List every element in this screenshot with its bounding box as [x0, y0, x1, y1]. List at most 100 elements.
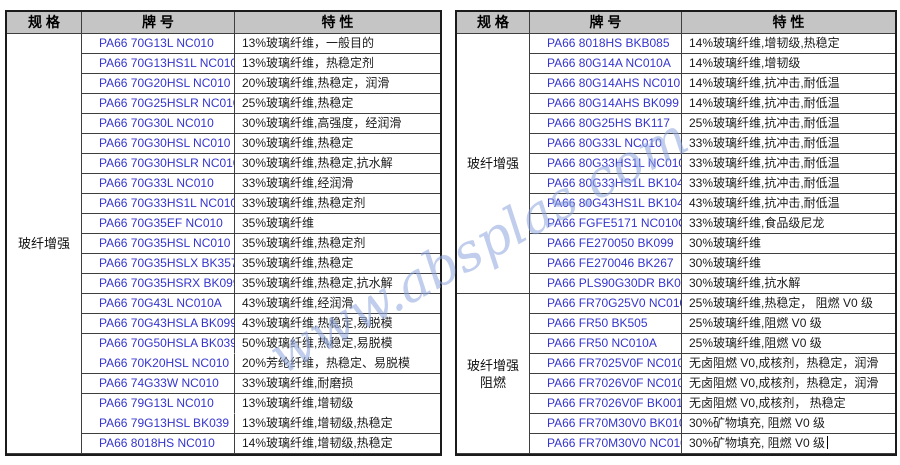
table-row: PA66 FE270050 BK099 30%玻璃纤维 [457, 234, 895, 254]
feature-text: 30%玻璃纤维,热稳定,抗水解 [235, 154, 440, 174]
feature-text: 25%玻璃纤维,热稳定 [235, 94, 440, 114]
table-row: PA66 80G43HS1L BK104 43%玻璃纤维,抗冲击,耐低温 [457, 194, 895, 214]
table-row: PA66 80G33HS1L NC010 33%玻璃纤维,抗冲击,耐低温 [457, 154, 895, 174]
table-row: PA66 FR7026V0F BK001 无卤阻燃 V0,成核剂， 热稳定 [457, 394, 895, 414]
grade-link[interactable]: PA66 FR70G25V0 NC010 [530, 294, 682, 314]
grade-link[interactable]: PA66 70G35HSLX BK357 [82, 254, 235, 274]
grade-link[interactable]: PA66 FR70M30V0 NC010 [530, 434, 682, 454]
grade-link[interactable]: PA66 70G35HSRX BK099 [82, 274, 235, 294]
grade-link[interactable]: PA66 80G14AHS NC010 [530, 74, 682, 94]
grade-link[interactable]: PA66 80G43HS1L BK104 [530, 194, 682, 214]
feature-text: 25%玻璃纤维,热稳定， 阻燃 V0 级 [682, 294, 895, 314]
grade-link[interactable]: PA66 FR7026V0F NC010 [530, 374, 682, 394]
grade-link[interactable]: PA66 79G13L NC010 [82, 394, 235, 414]
feature-text: 43%玻璃纤维,经润滑 [235, 294, 440, 314]
grade-link[interactable]: PA66 FR50 NC010A [530, 334, 682, 354]
grade-link[interactable]: PA66 80G33HS1L BK104 [530, 174, 682, 194]
grade-link[interactable]: PA66 70G33HS1L NC010 [82, 194, 235, 214]
feature-text: 无卤阻燃 V0,成核剂，热稳定，润滑 [682, 354, 895, 374]
grade-link[interactable]: PA66 70G35EF NC010 [82, 214, 235, 234]
feature-text: 无卤阻燃 V0,成核剂，热稳定，润滑 [682, 374, 895, 394]
table-row: PA66 70G43L NC010A 43%玻璃纤维,经润滑 [7, 294, 440, 314]
table-row: PA66 70G25HSLR NC010 25%玻璃纤维,热稳定 [7, 94, 440, 114]
grade-link[interactable]: PA66 70G20HSL NC010 [82, 74, 235, 94]
feature-text: 33%玻璃纤维,耐磨损 [235, 374, 440, 394]
grade-link[interactable]: PA66 70G13L NC010 [82, 34, 235, 54]
table-row: PA66 FGFE5171 NC010C 33%玻璃纤维,食品级尼龙 [457, 214, 895, 234]
table-row: PA66 FR7025V0F NC010 无卤阻燃 V0,成核剂，热稳定，润滑 [457, 354, 895, 374]
table-row: PA66 70G33L NC010 33%玻璃纤维,经润滑 [7, 174, 440, 194]
grade-link[interactable]: PA66 79G13HSL BK039 [82, 414, 235, 434]
grade-link[interactable]: PA66 FGFE5171 NC010C [530, 214, 682, 234]
feature-text: 25%玻璃纤维,阻燃 V0 级 [682, 334, 895, 354]
grade-link[interactable]: PA66 PLS90G30DR BK099 [530, 274, 682, 294]
feature-text: 30%玻璃纤维,高强度，经润滑 [235, 114, 440, 134]
grade-link[interactable]: PA66 FE270050 BK099 [530, 234, 682, 254]
table-row: PA66 FR70M30V0 BK010 30%矿物填充, 阻燃 V0 级 [457, 414, 895, 434]
grade-link[interactable]: PA66 70G30HSLR NC010 [82, 154, 235, 174]
grade-link[interactable]: PA66 80G14A NC010A [530, 54, 682, 74]
grade-link[interactable]: PA66 8018HS BKB085 [530, 34, 682, 54]
header-row: 规 格 牌 号 特 性 [457, 12, 895, 34]
feature-text: 43%玻璃纤维,抗冲击,耐低温 [682, 194, 895, 214]
column-header-spec: 规 格 [7, 12, 82, 34]
grade-link[interactable]: PA66 8018HS NC010 [82, 434, 235, 454]
feature-text: 13%玻璃纤维,增韧级 [235, 394, 440, 414]
grade-link[interactable]: PA66 70G13HS1L NC010 [82, 54, 235, 74]
feature-text: 50%玻璃纤维,热稳定,易脱模 [235, 334, 440, 354]
table-row: PA66 70G43HSLA BK099 43%玻璃纤维,热稳定,易脱模 [7, 314, 440, 334]
grade-link[interactable]: PA66 70G30HSL NC010 [82, 134, 235, 154]
grade-link[interactable]: PA66 80G14AHS BK099 [530, 94, 682, 114]
column-header-spec: 规 格 [457, 12, 530, 34]
feature-text: 33%玻璃纤维,抗冲击,耐低温 [682, 174, 895, 194]
table-row: PA66 70G35HSRX BK099 35%玻璃纤维,热稳定,抗水解 [7, 274, 440, 294]
grade-link[interactable]: PA66 70G43HSLA BK099 [82, 314, 235, 334]
feature-text: 33%玻璃纤维,经润滑 [235, 174, 440, 194]
grade-link[interactable]: PA66 FE270046 BK267 [530, 254, 682, 274]
table-row: PA66 PLS90G30DR BK099 30%玻璃纤维,抗水解 [457, 274, 895, 294]
feature-text: 13%玻璃纤维,增韧级,热稳定 [235, 414, 440, 434]
table-row: PA66 70G35HSL NC010 35%玻璃纤维,热稳定剂 [7, 234, 440, 254]
feature-text: 35%玻璃纤维,热稳定,抗水解 [235, 274, 440, 294]
grade-link[interactable]: PA66 80G25HS BK117 [530, 114, 682, 134]
feature-text: 33%玻璃纤维,抗冲击,耐低温 [682, 134, 895, 154]
grade-link[interactable]: PA66 70G50HSLA BK039B [82, 334, 235, 354]
table-row: PA66 70G13HS1L NC010 13%玻璃纤维，热稳定剂 [7, 54, 440, 74]
grade-link[interactable]: PA66 FR50 BK505 [530, 314, 682, 334]
column-header-feature: 特 性 [682, 12, 895, 34]
grade-link[interactable]: PA66 70G35HSL NC010 [82, 234, 235, 254]
table-row: PA66 74G33W NC010 33%玻璃纤维,耐磨损 [7, 374, 440, 394]
table-row: PA66 70G50HSLA BK039B 50%玻璃纤维,热稳定,易脱模 [7, 334, 440, 354]
grade-link[interactable]: PA66 70G25HSLR NC010 [82, 94, 235, 114]
table-row: PA66 79G13HSL BK039 13%玻璃纤维,增韧级,热稳定 [7, 414, 440, 434]
feature-text: 20%玻璃纤维,热稳定，润滑 [235, 74, 440, 94]
table-row: PA66 80G33HS1L BK104 33%玻璃纤维,抗冲击,耐低温 [457, 174, 895, 194]
table-row: 玻纤增强 PA66 70G13L NC010 13%玻璃纤维，一般目的 [7, 34, 440, 454]
table-row: PA66 70G20HSL NC010 20%玻璃纤维,热稳定，润滑 [7, 74, 440, 94]
table-row: PA66 70G35EF NC010 35%玻璃纤维 [7, 214, 440, 234]
grade-link[interactable]: PA66 80G33HS1L NC010 [530, 154, 682, 174]
table-row: 玻纤增强 阻燃 PA66 FR70G25V0 NC010 25%玻璃纤维,热稳定， … [457, 294, 895, 454]
table-row: PA66 80G14AHS BK099 14%玻璃纤维,抗冲击,耐低温 [457, 94, 895, 114]
table-row: PA66 FR50 NC010A 25%玻璃纤维,阻燃 V0 级 [457, 334, 895, 354]
feature-text: 30%玻璃纤维,热稳定 [235, 134, 440, 154]
grade-link[interactable]: PA66 74G33W NC010 [82, 374, 235, 394]
feature-text: 30%矿物填充, 阻燃 V0 级 [682, 414, 895, 434]
column-header-grade: 牌 号 [82, 12, 235, 34]
grade-link[interactable]: PA66 FR7025V0F NC010 [530, 354, 682, 374]
grade-link[interactable]: PA66 70G30L NC010 [82, 114, 235, 134]
grade-link[interactable]: PA66 70K20HSL NC010 [82, 354, 235, 374]
grade-link[interactable]: PA66 FR70M30V0 BK010 [530, 414, 682, 434]
feature-text: 35%玻璃纤维,热稳定 [235, 254, 440, 274]
grade-link[interactable]: PA66 70G43L NC010A [82, 294, 235, 314]
table-row: PA66 80G14A NC010A 14%玻璃纤维,增韧级 [457, 54, 895, 74]
feature-text: 35%玻璃纤维,热稳定剂 [235, 234, 440, 254]
grade-link[interactable]: PA66 70G33L NC010 [82, 174, 235, 194]
column-header-feature: 特 性 [235, 12, 440, 34]
feature-text: 20%芳纶纤维，热稳定、易脱模 [235, 354, 440, 374]
grade-link[interactable]: PA66 FR7026V0F BK001 [530, 394, 682, 414]
grade-link[interactable]: PA66 80G33L NC010 [530, 134, 682, 154]
spec-group-label: 玻纤增强 阻燃 [457, 294, 530, 454]
table-row: 玻纤增强 PA66 8018HS BKB085 14%玻璃纤维,增韧级,热稳定 [457, 34, 895, 294]
